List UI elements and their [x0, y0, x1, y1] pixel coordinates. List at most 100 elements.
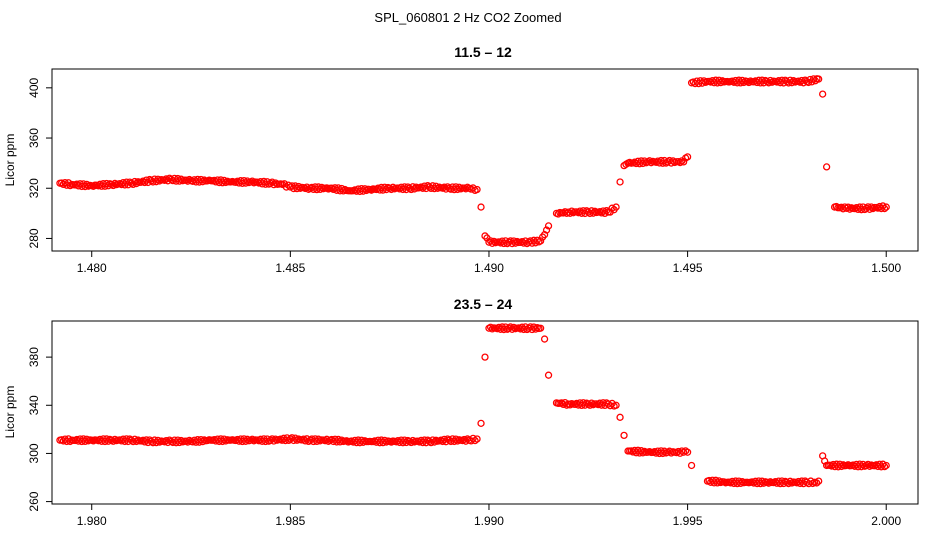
data-point — [294, 182, 303, 191]
y-tick-label: 400 — [27, 77, 41, 97]
data-point — [736, 479, 745, 488]
data-point — [248, 435, 256, 443]
data-point — [316, 185, 324, 194]
data-point — [104, 437, 112, 445]
data-point — [359, 438, 367, 446]
data-point — [314, 435, 323, 443]
data-point — [485, 238, 493, 246]
data-point — [111, 435, 119, 444]
data-point — [505, 238, 513, 246]
data-point — [584, 208, 592, 216]
data-point — [679, 158, 688, 166]
x-tick-label: 1.490 — [474, 261, 504, 275]
data-point — [542, 226, 551, 234]
data-point — [544, 222, 553, 230]
panel-bottom: 23.5 – 24 Licor ppm 1.980 1.985 1.990 1.995… — [3, 296, 919, 528]
data-point — [544, 371, 553, 379]
data-point — [445, 436, 453, 444]
data-point — [786, 477, 794, 485]
data-point — [462, 185, 470, 193]
data-point — [409, 436, 417, 445]
data-point — [198, 438, 207, 446]
data-point — [683, 153, 692, 161]
data-point — [243, 177, 251, 185]
data-point — [809, 75, 818, 83]
data-point — [616, 413, 624, 421]
plot-frame — [51, 320, 919, 505]
y-tick-label: 280 — [27, 228, 41, 248]
data-point — [284, 181, 293, 189]
data-point — [306, 436, 314, 444]
data-point — [477, 419, 485, 427]
data-point — [765, 479, 773, 487]
data-point — [83, 435, 91, 443]
data-point — [789, 77, 798, 85]
data-point — [837, 203, 846, 211]
data-point — [477, 203, 485, 211]
data-point — [832, 202, 840, 211]
data-point — [508, 325, 516, 333]
data-point — [270, 181, 278, 189]
data-point — [387, 438, 395, 446]
y-tick-label: 360 — [27, 128, 41, 148]
data-point — [154, 175, 162, 183]
data-point — [473, 185, 481, 194]
data-point — [162, 175, 170, 183]
x-tick-label: 1.980 — [77, 514, 107, 528]
data-point — [440, 183, 448, 191]
data-points — [56, 323, 890, 488]
data-point — [455, 183, 463, 191]
data-point — [357, 436, 366, 444]
data-point — [342, 437, 351, 445]
data-point — [154, 436, 162, 445]
y-axis-label: Licor ppm — [3, 134, 17, 187]
data-point — [591, 207, 599, 215]
y-axis-label: Licor ppm — [3, 386, 17, 439]
data-point — [620, 431, 628, 440]
data-point — [271, 179, 280, 187]
data-point — [407, 438, 415, 447]
data-point — [815, 477, 823, 485]
figure-suptitle: SPL_060801 2 Hz CO2 Zoomed — [374, 10, 561, 25]
data-point — [434, 184, 442, 193]
data-point — [437, 436, 445, 444]
data-point — [819, 90, 827, 98]
data-point — [104, 182, 112, 190]
data-point — [867, 203, 875, 211]
data-point — [184, 177, 192, 185]
data-point — [270, 437, 278, 445]
data-point — [410, 185, 419, 193]
data-point — [559, 400, 567, 409]
data-point — [481, 232, 489, 240]
data-point — [486, 323, 495, 331]
x-tick-label: 1.495 — [673, 261, 703, 275]
data-point — [676, 158, 684, 167]
data-point — [760, 479, 768, 487]
data-point — [242, 437, 250, 445]
data-point — [425, 437, 434, 446]
data-point — [248, 177, 256, 185]
data-point — [559, 209, 567, 217]
axis-ticks: 1.480 1.485 1.490 1.495 1.500 280 320 360 400 — [27, 77, 902, 275]
data-point — [329, 185, 338, 194]
data-point — [612, 401, 620, 409]
data-point — [430, 438, 439, 446]
data-point — [505, 324, 513, 332]
data-point — [83, 180, 91, 189]
data-point — [222, 437, 230, 445]
data-point — [473, 435, 481, 443]
data-point — [367, 186, 376, 194]
data-point — [587, 399, 596, 407]
x-tick-label: 1.500 — [871, 261, 901, 275]
data-point — [323, 184, 331, 192]
data-point — [453, 437, 462, 445]
y-tick-label: 320 — [27, 178, 41, 198]
data-point — [700, 77, 708, 85]
data-point — [882, 461, 890, 470]
data-point — [813, 479, 821, 487]
data-point — [740, 78, 748, 87]
data-point — [162, 436, 170, 445]
data-point — [362, 186, 371, 195]
data-point — [222, 178, 230, 187]
data-point — [139, 177, 147, 185]
